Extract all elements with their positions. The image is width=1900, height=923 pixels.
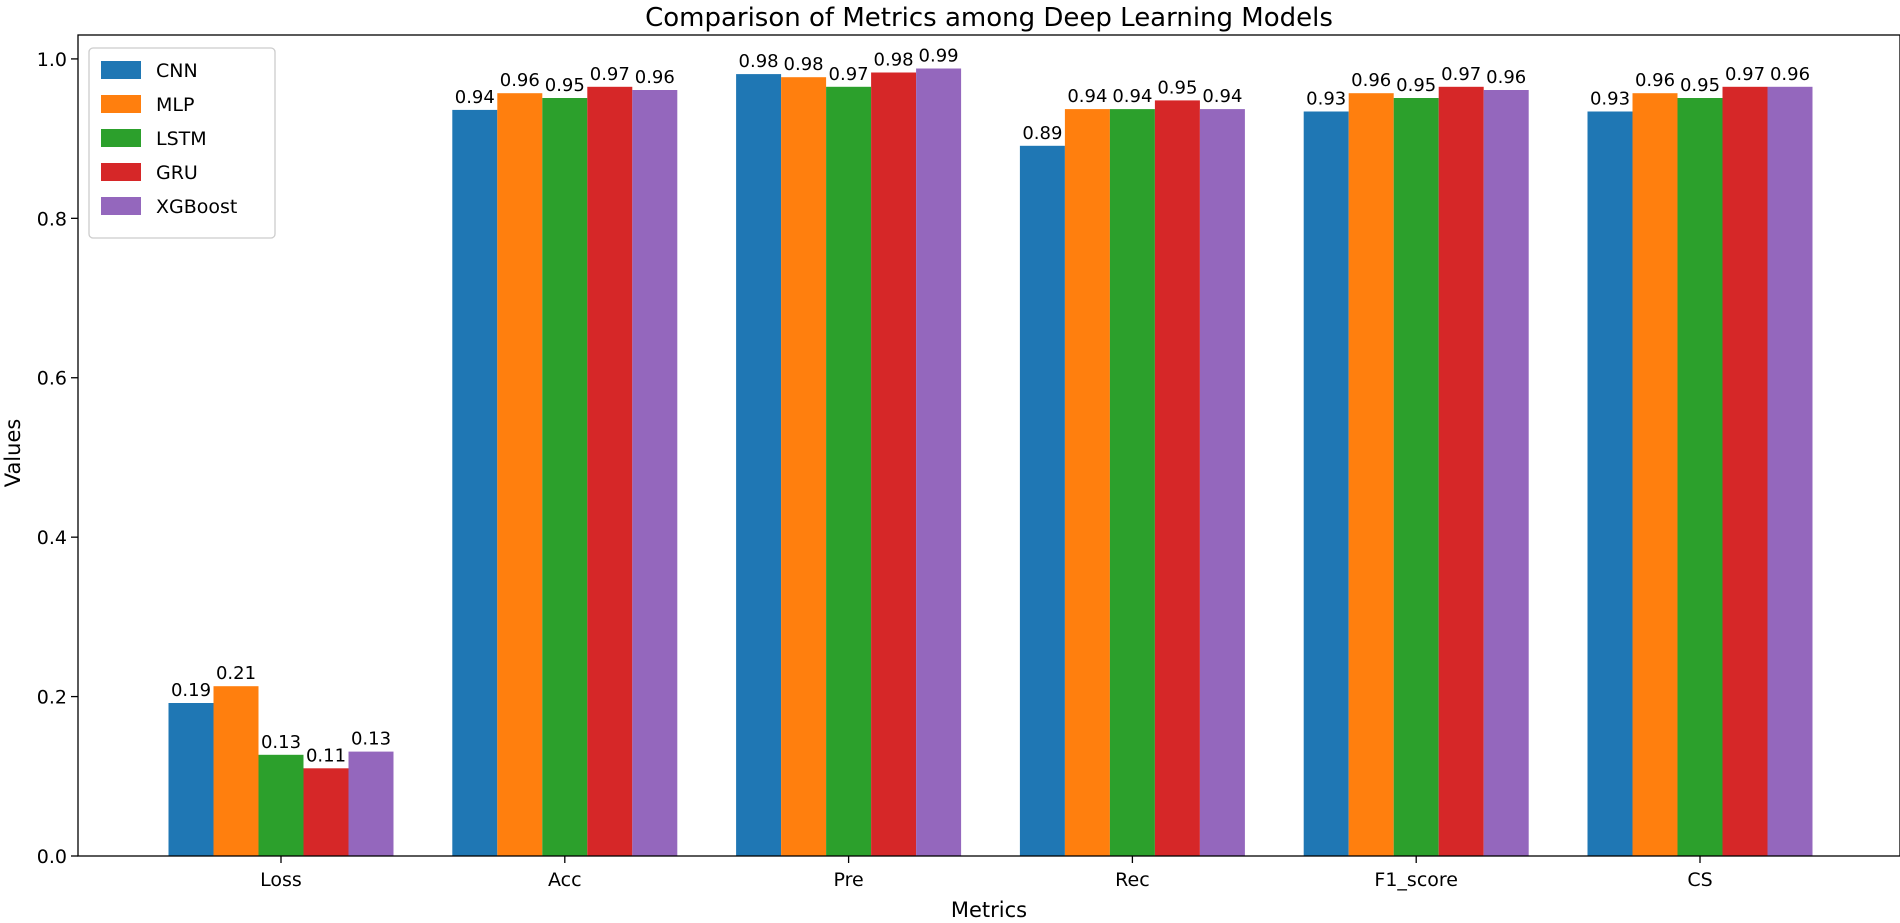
data-label: 0.89 xyxy=(1022,123,1062,144)
bar-labels-group: 0.19 0.94 0.98 0.89 0.93 0.93 0.21 0.96 0.98 0.94… xyxy=(171,46,1810,767)
bar-mlp-pre xyxy=(781,77,827,856)
data-label: 0.94 xyxy=(1112,86,1152,107)
legend-swatch-gru xyxy=(101,163,141,181)
data-label: 0.11 xyxy=(306,745,346,766)
y-tick-label: 0.8 xyxy=(37,208,67,230)
plot-frame xyxy=(77,34,1900,857)
data-label: 0.96 xyxy=(1486,67,1526,88)
bar-gru-acc xyxy=(587,86,633,857)
x-tick-label: Pre xyxy=(833,869,863,891)
data-label: 0.13 xyxy=(351,729,391,750)
data-label: 0.94 xyxy=(455,87,495,108)
bar-mlp-rec xyxy=(1064,109,1110,857)
bar-mlp-f1_score xyxy=(1348,93,1394,856)
x-tick-label: Loss xyxy=(260,869,302,891)
bar-cnn-rec xyxy=(1019,145,1065,857)
bar-xgboost-f1_score xyxy=(1483,90,1529,856)
x-axis-title: Metrics xyxy=(951,898,1027,922)
bar-cnn-f1_score xyxy=(1303,111,1349,856)
data-label: 0.13 xyxy=(261,732,301,753)
legend-label-cnn: CNN xyxy=(156,60,198,82)
bar-cnn-loss xyxy=(168,703,214,856)
legend-swatch-xgboost xyxy=(101,197,141,215)
legend-swatch-mlp xyxy=(101,95,141,113)
chart-title: Comparison of Metrics among Deep Learnin… xyxy=(645,3,1333,33)
legend-swatch-lstm xyxy=(101,129,141,147)
legend-label-xgboost: XGBoost xyxy=(156,196,237,218)
data-label: 0.99 xyxy=(919,46,959,67)
y-tick-label: 1.0 xyxy=(37,49,67,71)
bar-xgboost-loss xyxy=(348,751,394,856)
bar-lstm-cs xyxy=(1677,98,1723,856)
bar-mlp-acc xyxy=(497,93,543,856)
y-tick-label: 0.4 xyxy=(37,527,67,549)
bar-cnn-cs xyxy=(1587,111,1633,856)
bar-xgboost-acc xyxy=(632,90,678,856)
data-label: 0.95 xyxy=(545,75,585,96)
y-tick-label: 0.6 xyxy=(37,368,67,390)
legend-label-gru: GRU xyxy=(156,162,198,184)
legend: CNN MLP LSTM GRU XGBoost xyxy=(88,47,276,239)
bar-gru-f1_score xyxy=(1438,86,1484,857)
bar-cnn-acc xyxy=(452,109,498,856)
x-tick-label: F1_score xyxy=(1374,869,1458,891)
data-label: 0.98 xyxy=(784,54,824,75)
data-label: 0.94 xyxy=(1202,86,1242,107)
data-label: 0.96 xyxy=(500,70,540,91)
bar-xgboost-rec xyxy=(1199,109,1245,857)
y-tick-label: 0.2 xyxy=(37,687,67,709)
legend-swatch-cnn xyxy=(101,61,141,79)
data-label: 0.21 xyxy=(216,663,256,684)
data-label: 0.93 xyxy=(1306,89,1346,110)
x-tick-label: Acc xyxy=(548,869,582,891)
bar-gru-rec xyxy=(1154,100,1200,856)
bar-lstm-rec xyxy=(1109,109,1155,857)
bar-gru-loss xyxy=(303,768,349,856)
legend-label-mlp: MLP xyxy=(156,94,194,116)
data-label: 0.97 xyxy=(1725,64,1765,85)
y-tick-label: 0.0 xyxy=(37,846,67,868)
data-label: 0.98 xyxy=(739,51,779,72)
bar-mlp-loss xyxy=(213,686,259,856)
data-label: 0.95 xyxy=(1396,75,1436,96)
axes-group: 0.0 0.2 0.4 0.6 0.8 1.0 Loss Acc Pre Rec F1_score C… xyxy=(37,34,1900,891)
data-label: 0.95 xyxy=(1680,75,1720,96)
x-tick-label: Rec xyxy=(1115,869,1149,891)
bar-cnn-pre xyxy=(736,74,782,857)
data-label: 0.97 xyxy=(829,64,869,85)
bar-lstm-acc xyxy=(542,98,588,856)
data-label: 0.96 xyxy=(1351,70,1391,91)
data-label: 0.97 xyxy=(1441,64,1481,85)
data-label: 0.19 xyxy=(171,680,211,701)
bars-group xyxy=(168,68,1813,857)
bar-gru-pre xyxy=(871,72,917,856)
data-label: 0.98 xyxy=(874,50,914,71)
bar-gru-cs xyxy=(1722,86,1768,857)
data-label: 0.97 xyxy=(590,64,630,85)
bar-mlp-cs xyxy=(1632,93,1678,856)
x-tick-label: CS xyxy=(1687,869,1712,891)
y-axis-title: Values xyxy=(1,419,25,488)
bar-xgboost-cs xyxy=(1767,86,1813,857)
data-label: 0.95 xyxy=(1157,77,1197,98)
data-label: 0.96 xyxy=(635,67,675,88)
legend-label-lstm: LSTM xyxy=(156,128,207,150)
bar-xgboost-pre xyxy=(916,68,962,856)
data-label: 0.93 xyxy=(1590,89,1630,110)
bar-lstm-loss xyxy=(258,754,304,856)
bar-lstm-f1_score xyxy=(1393,98,1439,856)
data-label: 0.94 xyxy=(1067,86,1107,107)
data-label: 0.96 xyxy=(1770,64,1810,85)
data-label: 0.96 xyxy=(1635,70,1675,91)
bar-lstm-pre xyxy=(826,86,872,857)
